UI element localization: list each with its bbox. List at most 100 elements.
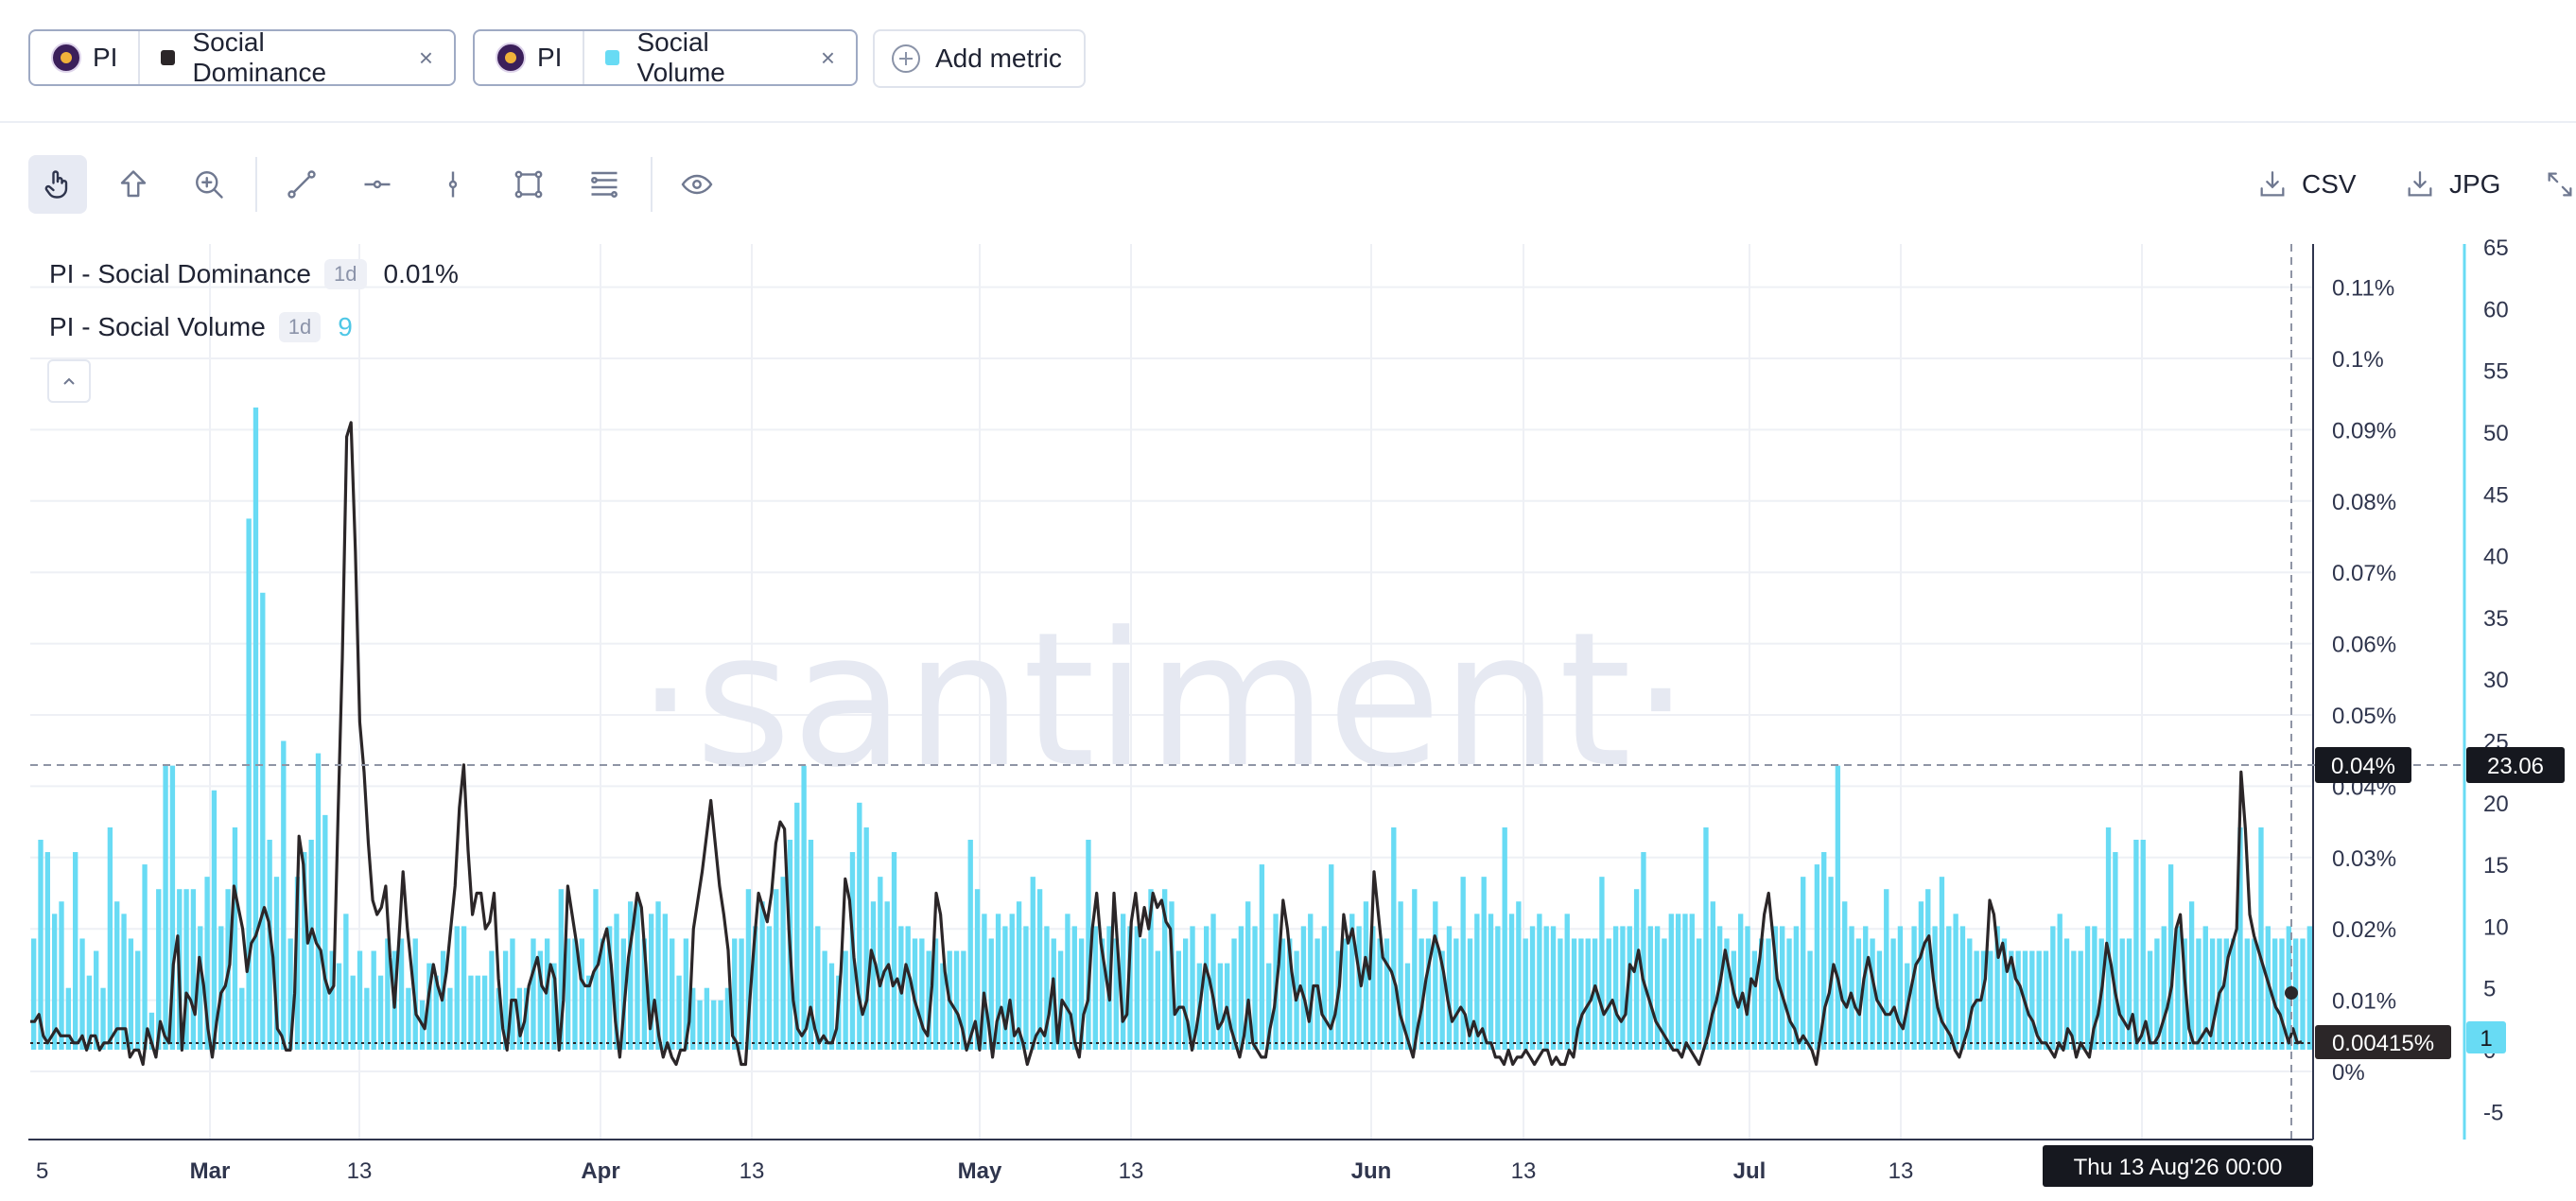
crosshair-volume-label-bg [2466, 747, 2565, 783]
volume-bar [86, 975, 93, 1050]
arrow-tool-button[interactable] [104, 155, 163, 214]
volume-bar [1814, 864, 1820, 1050]
volume-bar [1516, 901, 1522, 1050]
volume-bar [1425, 938, 1432, 1050]
download-icon [2260, 171, 2285, 197]
chart-grid [30, 244, 2313, 1140]
download-csv-label: CSV [2302, 169, 2357, 199]
y-right-tick-label: 5 [2483, 977, 2496, 1002]
y-right-tick-label: 50 [2483, 421, 2509, 446]
horizontal-ray-tool-button[interactable] [348, 155, 407, 214]
volume-bar [1696, 938, 1702, 1050]
y-right-tick-label: 35 [2483, 606, 2509, 632]
volume-bar [1849, 926, 1854, 1050]
fullscreen-button[interactable] [2544, 161, 2576, 208]
fibonacci-tool-button[interactable] [575, 155, 634, 214]
zoom-tool-button[interactable] [180, 155, 238, 214]
volume-bar [2271, 938, 2278, 1050]
horizontal-ray-icon [364, 180, 391, 189]
volume-bar [38, 839, 44, 1050]
download-jpg-button[interactable]: JPG [2404, 161, 2500, 208]
volume-bar [142, 864, 148, 1050]
volume-bar [1897, 926, 1904, 1050]
volume-bar [919, 938, 925, 1050]
current-dominance-label: 0.00415% [2332, 1031, 2434, 1056]
volume-bar [857, 802, 862, 1050]
metric-chip-social-dominance[interactable]: PI Social Dominance × [28, 27, 456, 87]
volume-bar [2036, 950, 2042, 1050]
volume-bar [1585, 938, 1591, 1050]
add-metric-button[interactable]: Add metric [873, 29, 1086, 88]
volume-bar [1550, 926, 1557, 1050]
volume-bar [461, 926, 467, 1050]
volume-bar [974, 889, 981, 1050]
volume-bar [1245, 901, 1251, 1050]
vertical-line-icon [448, 171, 458, 198]
legend-value: 0.01% [383, 259, 459, 288]
volume-bar [1807, 950, 1813, 1050]
volume-bar [2202, 926, 2208, 1050]
vertical-line-tool-button[interactable] [424, 155, 482, 214]
volume-bar [1543, 926, 1549, 1050]
volume-bar [1925, 889, 1931, 1050]
volume-bar [932, 938, 939, 1050]
volume-bar [1578, 938, 1584, 1050]
volume-bar [357, 950, 363, 1050]
x-tick-label: 13 [740, 1158, 765, 1184]
volume-bar [1911, 926, 1917, 1050]
pointer-tool-button[interactable] [28, 155, 87, 214]
volume-bar [73, 852, 78, 1050]
volume-bar [169, 765, 176, 1050]
volume-bar [1356, 926, 1362, 1050]
volume-bar [1876, 950, 1883, 1050]
legend-social-dominance[interactable]: PI - Social Dominance 1d 0.01% [49, 259, 459, 289]
line-tool-button[interactable] [272, 155, 331, 214]
volume-bar [31, 938, 37, 1050]
volume-bar [614, 914, 619, 1050]
legend-label: PI - Social Dominance [49, 259, 312, 288]
volume-bar [2230, 938, 2237, 1050]
volume-bar [364, 987, 370, 1050]
volume-bar [1620, 926, 1626, 1050]
volume-bar [1023, 926, 1029, 1050]
series-color-swatch [605, 50, 620, 65]
metric-chip-social-volume[interactable]: PI Social Volume × [473, 27, 858, 87]
metric-label-wrap[interactable]: Social Dominance × [140, 27, 454, 87]
volume-bar [79, 938, 85, 1050]
volume-bar [315, 753, 322, 1050]
volume-bar [585, 975, 592, 1050]
project-selector[interactable]: PI [475, 31, 585, 84]
volume-bar [1523, 938, 1528, 1050]
volume-bar [1329, 864, 1334, 1050]
collapse-legend-button[interactable] [47, 359, 91, 403]
volume-bar [940, 963, 946, 1050]
crosshair-volume-label: 23.06 [2487, 754, 2544, 779]
project-selector[interactable]: PI [30, 31, 141, 84]
volume-bar [481, 975, 488, 1050]
volume-bar [2279, 938, 2285, 1050]
close-icon[interactable]: × [418, 43, 433, 72]
volume-bar [988, 938, 994, 1050]
volume-bar [371, 950, 376, 1050]
volume-bar [2126, 938, 2132, 1050]
x-tick-label: Jun [1351, 1158, 1392, 1184]
volume-bar [1210, 914, 1216, 1050]
close-icon[interactable]: × [820, 43, 835, 72]
metrics-bar: PI Social Dominance × PI Social Volume ×… [0, 0, 2576, 123]
rectangle-tool-button[interactable] [499, 155, 558, 214]
metric-label-wrap[interactable]: Social Volume × [584, 27, 856, 87]
volume-bar [1308, 914, 1314, 1050]
download-csv-button[interactable]: CSV [2256, 161, 2357, 208]
volume-bar [2258, 827, 2264, 1050]
volume-bar [1627, 926, 1632, 1050]
legend-social-volume[interactable]: PI - Social Volume 1d 9 [49, 312, 353, 342]
volume-bar [447, 987, 453, 1050]
volume-bar [260, 592, 266, 1050]
volume-bar [1759, 938, 1765, 1050]
visibility-toggle-button[interactable] [668, 155, 726, 214]
volume-bar [232, 827, 238, 1050]
volume-bar [1939, 877, 1945, 1050]
volume-bar [1703, 827, 1709, 1050]
volume-bar [1190, 926, 1195, 1050]
